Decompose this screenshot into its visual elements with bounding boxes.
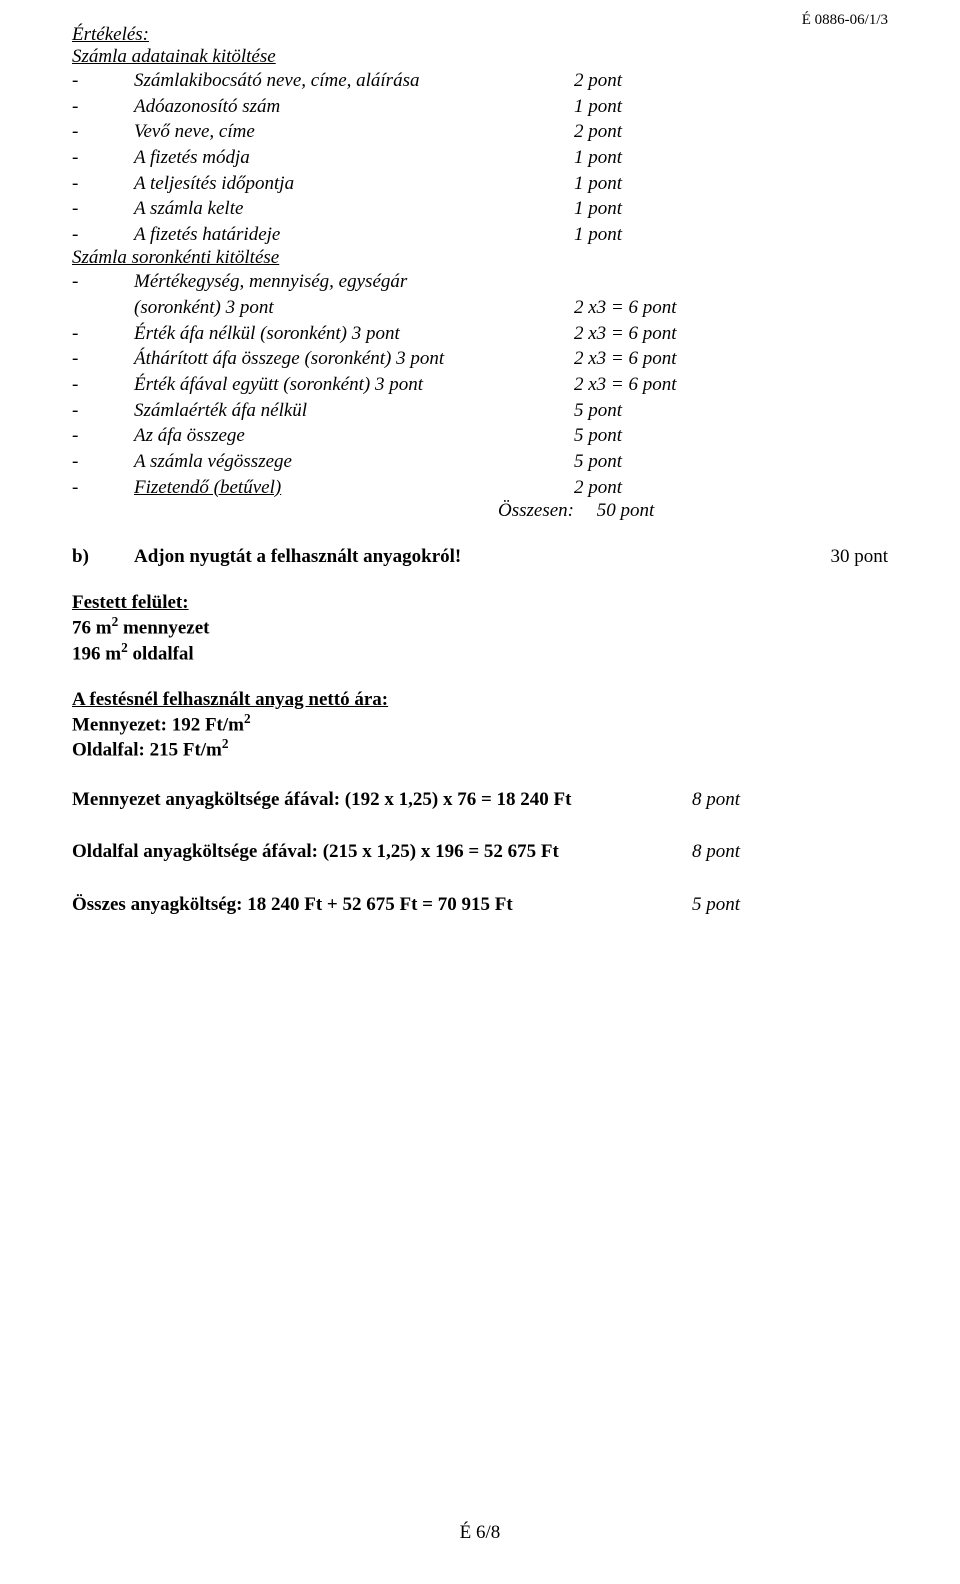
item-points: 5 pont: [574, 449, 734, 475]
item-text: Számlaérték áfa nélkül: [134, 398, 574, 424]
section1-list: -Számlakibocsátó neve, címe, aláírása2 p…: [72, 68, 888, 247]
item-text: A számla végösszege: [134, 449, 574, 475]
item-text: Számlakibocsátó neve, címe, aláírása: [134, 68, 574, 94]
item-text: A számla kelte: [134, 196, 574, 222]
item-text: Áthárított áfa összege (soronként) 3 pon…: [134, 346, 574, 372]
item-text: Adóazonosító szám: [134, 94, 574, 120]
list-item: -Érték áfa nélkül (soronként) 3 pont2 x3…: [72, 321, 888, 347]
anyag-line2: Oldalfal: 215 Ft/m2: [72, 736, 888, 761]
item-text: Az áfa összege: [134, 423, 574, 449]
dash: -: [72, 94, 134, 120]
list-item: -Mértékegység, mennyiség, egységár: [72, 269, 888, 295]
calc3-text: Összes anyagköltség: 18 240 Ft + 52 675 …: [72, 891, 692, 920]
list-item: (soronként) 3 pont2 x3 = 6 pont: [72, 295, 888, 321]
item-points: 2 x3 = 6 pont: [574, 372, 734, 398]
calc-row-2: Oldalfal anyagköltsége áfával: (215 x 1,…: [72, 838, 888, 867]
item-points: 2 pont: [574, 119, 734, 145]
section2-list: -Mértékegység, mennyiség, egységár(soron…: [72, 269, 888, 500]
section2-title: Számla soronkénti kitöltése: [72, 247, 888, 269]
dash: -: [72, 372, 134, 398]
item-points: 2 x3 = 6 pont: [574, 321, 734, 347]
dash: -: [72, 346, 134, 372]
item-text: Fizetendő (betűvel): [134, 475, 574, 501]
anyag-line1: Mennyezet: 192 Ft/m2: [72, 711, 888, 736]
page-body: Értékelés: Számla adatainak kitöltése -S…: [0, 0, 960, 919]
b-marker: b): [72, 546, 134, 568]
item-text: A fizetés határideje: [134, 222, 574, 248]
item-text: Érték áfával együtt (soronként) 3 pont: [134, 372, 574, 398]
item-points: [574, 269, 734, 295]
dash: -: [72, 222, 134, 248]
evaluation-title: Értékelés:: [72, 24, 888, 46]
item-points: 2 pont: [574, 68, 734, 94]
header-code: É 0886-06/1/3: [802, 12, 888, 29]
dash: -: [72, 171, 134, 197]
calc1-text: Mennyezet anyagköltsége áfával: (192 x 1…: [72, 786, 692, 815]
list-item: -A fizetés határideje1 pont: [72, 222, 888, 248]
summary-label: Összesen:: [72, 500, 574, 522]
calc2-text: Oldalfal anyagköltsége áfával: (215 x 1,…: [72, 838, 692, 867]
item-points: 1 pont: [574, 145, 734, 171]
dash: -: [72, 196, 134, 222]
section1-title: Számla adatainak kitöltése: [72, 46, 888, 68]
list-item: -A számla kelte1 pont: [72, 196, 888, 222]
section-b: b) Adjon nyugtát a felhasznált anyagokró…: [72, 546, 888, 568]
item-text: (soronként) 3 pont: [134, 295, 574, 321]
festett-line2: 196 m2 oldalfal: [72, 640, 888, 665]
dash: -: [72, 475, 134, 501]
anyag-title: A festésnél felhasznált anyag nettó ára:: [72, 689, 888, 711]
list-item: -Vevő neve, címe2 pont: [72, 119, 888, 145]
item-text: A fizetés módja: [134, 145, 574, 171]
calc3-points: 5 pont: [692, 891, 740, 920]
item-points: 1 pont: [574, 94, 734, 120]
dash: -: [72, 119, 134, 145]
dash: -: [72, 145, 134, 171]
summary-row: Összesen: 50 pont: [72, 500, 888, 522]
item-points: 1 pont: [574, 196, 734, 222]
item-points: 2 pont: [574, 475, 734, 501]
item-points: 5 pont: [574, 423, 734, 449]
calc2-points: 8 pont: [692, 838, 740, 867]
dash: -: [72, 398, 134, 424]
summary-value: 50 pont: [579, 500, 655, 521]
festett-block: Festett felület: 76 m2 mennyezet 196 m2 …: [72, 592, 888, 665]
dash: [72, 295, 134, 321]
list-item: -Adóazonosító szám1 pont: [72, 94, 888, 120]
b-points: 30 pont: [788, 546, 888, 568]
item-points: 2 x3 = 6 pont: [574, 295, 734, 321]
item-points: 5 pont: [574, 398, 734, 424]
list-item: -Érték áfával együtt (soronként) 3 pont2…: [72, 372, 888, 398]
b-text: Adjon nyugtát a felhasznált anyagokról!: [134, 546, 788, 568]
item-points: 1 pont: [574, 171, 734, 197]
festett-title: Festett felület:: [72, 592, 888, 614]
list-item: -Számlaérték áfa nélkül5 pont: [72, 398, 888, 424]
list-item: -Fizetendő (betűvel)2 pont: [72, 475, 888, 501]
list-item: -Számlakibocsátó neve, címe, aláírása2 p…: [72, 68, 888, 94]
calc1-points: 8 pont: [692, 786, 740, 815]
list-item: -A számla végösszege5 pont: [72, 449, 888, 475]
calc-row-1: Mennyezet anyagköltsége áfával: (192 x 1…: [72, 786, 888, 815]
page-footer: É 6/8: [0, 1522, 960, 1544]
list-item: -Az áfa összege5 pont: [72, 423, 888, 449]
dash: -: [72, 423, 134, 449]
list-item: -A teljesítés időpontja1 pont: [72, 171, 888, 197]
list-item: -A fizetés módja1 pont: [72, 145, 888, 171]
calc-row-3: Összes anyagköltség: 18 240 Ft + 52 675 …: [72, 891, 888, 920]
festett-line1: 76 m2 mennyezet: [72, 614, 888, 639]
item-points: 2 x3 = 6 pont: [574, 346, 734, 372]
item-text: Érték áfa nélkül (soronként) 3 pont: [134, 321, 574, 347]
item-points: 1 pont: [574, 222, 734, 248]
dash: -: [72, 269, 134, 295]
dash: -: [72, 321, 134, 347]
anyag-block: A festésnél felhasznált anyag nettó ára:…: [72, 689, 888, 762]
dash: -: [72, 68, 134, 94]
dash: -: [72, 449, 134, 475]
item-text: A teljesítés időpontja: [134, 171, 574, 197]
list-item: -Áthárított áfa összege (soronként) 3 po…: [72, 346, 888, 372]
item-text: Mértékegység, mennyiség, egységár: [134, 269, 574, 295]
item-text: Vevő neve, címe: [134, 119, 574, 145]
